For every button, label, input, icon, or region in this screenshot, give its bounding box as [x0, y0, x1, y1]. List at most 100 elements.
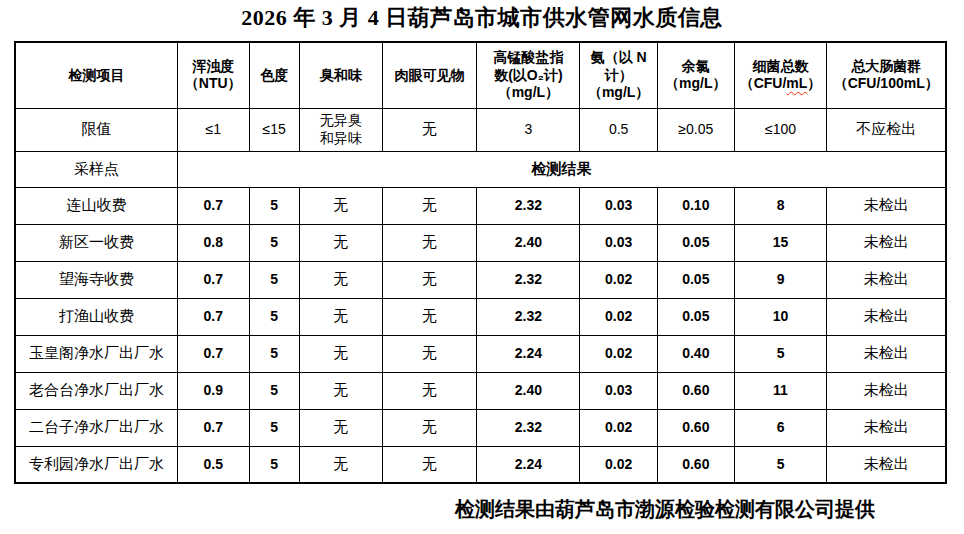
col-header-visible-matter: 肉眼可见物: [382, 42, 477, 108]
value-cell: 未检出: [827, 298, 946, 335]
value-cell: 5: [734, 446, 827, 483]
value-cell: 无: [382, 224, 477, 261]
site-name-cell: 二台子净水厂出厂水: [15, 409, 177, 446]
value-cell: 0.60: [657, 372, 734, 409]
value-cell: 0.7: [177, 409, 249, 446]
value-cell: 2.24: [477, 335, 580, 372]
value-cell: 5: [249, 187, 299, 224]
bacteria-header-title: 细菌总数: [753, 58, 809, 74]
value-cell: 无: [382, 409, 477, 446]
value-cell: 5: [734, 335, 827, 372]
value-cell: 0.02: [580, 409, 658, 446]
value-cell: 无: [299, 409, 382, 446]
col-header-permanganate-index: 高锰酸盐指 数(以O₂计) （mg/L）: [477, 42, 580, 108]
value-cell: 0.05: [657, 298, 734, 335]
value-cell: 无: [382, 372, 477, 409]
table-row: 老合台净水厂出厂水 0.9 5 无 无 2.40 0.03 0.60 11 未检…: [15, 372, 946, 409]
col-header-turbidity: 浑浊度 （NTU）: [177, 42, 249, 108]
value-cell: 0.7: [177, 298, 249, 335]
value-cell: 5: [249, 446, 299, 483]
value-cell: 无: [382, 298, 477, 335]
bacteria-unit-prefix: （CFU/: [740, 75, 787, 91]
col-header-item: 检测项目: [15, 42, 177, 108]
value-cell: 0.7: [177, 261, 249, 298]
value-cell: 0.9: [177, 372, 249, 409]
col-header-odor: 臭和味: [299, 42, 382, 108]
value-cell: 未检出: [827, 224, 946, 261]
value-cell: 未检出: [827, 409, 946, 446]
value-cell: 0.60: [657, 409, 734, 446]
value-cell: 0.60: [657, 446, 734, 483]
col-header-ammonia: 氨（以 N 计） （mg/L）: [580, 42, 658, 108]
limit-value-cell: ≤15: [249, 108, 299, 151]
value-cell: 2.32: [477, 298, 580, 335]
value-cell: 10: [734, 298, 827, 335]
value-cell: 无: [382, 335, 477, 372]
value-cell: 0.40: [657, 335, 734, 372]
table-row: 连山收费 0.7 5 无 无 2.32 0.03 0.10 8 未检出: [15, 187, 946, 224]
water-quality-table: 检测项目 浑浊度 （NTU） 色度 臭和味 肉眼可见物 高锰酸盐指 数(以O₂计…: [14, 41, 947, 484]
sampling-point-label-cell: 采样点: [15, 151, 177, 187]
value-cell: 0.7: [177, 187, 249, 224]
value-cell: 0.03: [580, 224, 658, 261]
bacteria-unit-suffix: ）: [807, 75, 821, 91]
value-cell: 0.02: [580, 335, 658, 372]
col-header-residual-chlorine: 余氯 （mg/L）: [657, 42, 734, 108]
value-cell: 2.40: [477, 224, 580, 261]
value-cell: 0.05: [657, 261, 734, 298]
provider-note: 检测结果由葫芦岛市渤源检验检测有限公司提供: [455, 496, 875, 523]
test-results-banner-cell: 检测结果: [177, 151, 946, 187]
value-cell: 5: [249, 224, 299, 261]
value-cell: 2.40: [477, 372, 580, 409]
value-cell: 0.05: [657, 224, 734, 261]
value-cell: 0.02: [580, 298, 658, 335]
site-name-cell: 玉皇阁净水厂出厂水: [15, 335, 177, 372]
value-cell: 未检出: [827, 187, 946, 224]
value-cell: 2.32: [477, 187, 580, 224]
limit-value-cell: 3: [477, 108, 580, 151]
limit-value-cell: 无: [382, 108, 477, 151]
value-cell: 无: [299, 446, 382, 483]
value-cell: 无: [299, 224, 382, 261]
site-name-cell: 打渔山收费: [15, 298, 177, 335]
limit-value-cell: ≤100: [734, 108, 827, 151]
value-cell: 未检出: [827, 261, 946, 298]
value-cell: 2.32: [477, 261, 580, 298]
table-row: 二台子净水厂出厂水 0.7 5 无 无 2.32 0.02 0.60 6 未检出: [15, 409, 946, 446]
col-header-total-coliform: 总大肠菌群 （CFU/100mL）: [827, 42, 946, 108]
value-cell: 0.7: [177, 335, 249, 372]
limit-value-cell: 无异臭 和异味: [299, 108, 382, 151]
value-cell: 0.02: [580, 261, 658, 298]
site-name-cell: 老合台净水厂出厂水: [15, 372, 177, 409]
value-cell: 5: [249, 409, 299, 446]
value-cell: 0.10: [657, 187, 734, 224]
value-cell: 5: [249, 298, 299, 335]
value-cell: 8: [734, 187, 827, 224]
value-cell: 无: [382, 261, 477, 298]
table-row: 专利园净水厂出厂水 0.5 5 无 无 2.24 0.02 0.60 5 未检出: [15, 446, 946, 483]
value-cell: 2.32: [477, 409, 580, 446]
value-cell: 0.03: [580, 187, 658, 224]
value-cell: 未检出: [827, 446, 946, 483]
sampling-point-row: 采样点 检测结果: [15, 151, 946, 187]
value-cell: 9: [734, 261, 827, 298]
limit-value-cell: ≤1: [177, 108, 249, 151]
value-cell: 无: [299, 261, 382, 298]
bacteria-unit-ml: mL: [786, 75, 807, 91]
value-cell: 5: [249, 335, 299, 372]
table-row: 玉皇阁净水厂出厂水 0.7 5 无 无 2.24 0.02 0.40 5 未检出: [15, 335, 946, 372]
value-cell: 0.02: [580, 446, 658, 483]
limit-label-cell: 限值: [15, 108, 177, 151]
site-name-cell: 望海寺收费: [15, 261, 177, 298]
col-header-color: 色度: [249, 42, 299, 108]
limit-value-cell: 不应检出: [827, 108, 946, 151]
value-cell: 未检出: [827, 372, 946, 409]
value-cell: 0.8: [177, 224, 249, 261]
value-cell: 无: [299, 372, 382, 409]
table-header-row: 检测项目 浑浊度 （NTU） 色度 臭和味 肉眼可见物 高锰酸盐指 数(以O₂计…: [15, 42, 946, 108]
value-cell: 0.03: [580, 372, 658, 409]
limit-value-cell: ≥0.05: [657, 108, 734, 151]
limit-value-cell: 0.5: [580, 108, 658, 151]
site-name-cell: 专利园净水厂出厂水: [15, 446, 177, 483]
site-name-cell: 连山收费: [15, 187, 177, 224]
